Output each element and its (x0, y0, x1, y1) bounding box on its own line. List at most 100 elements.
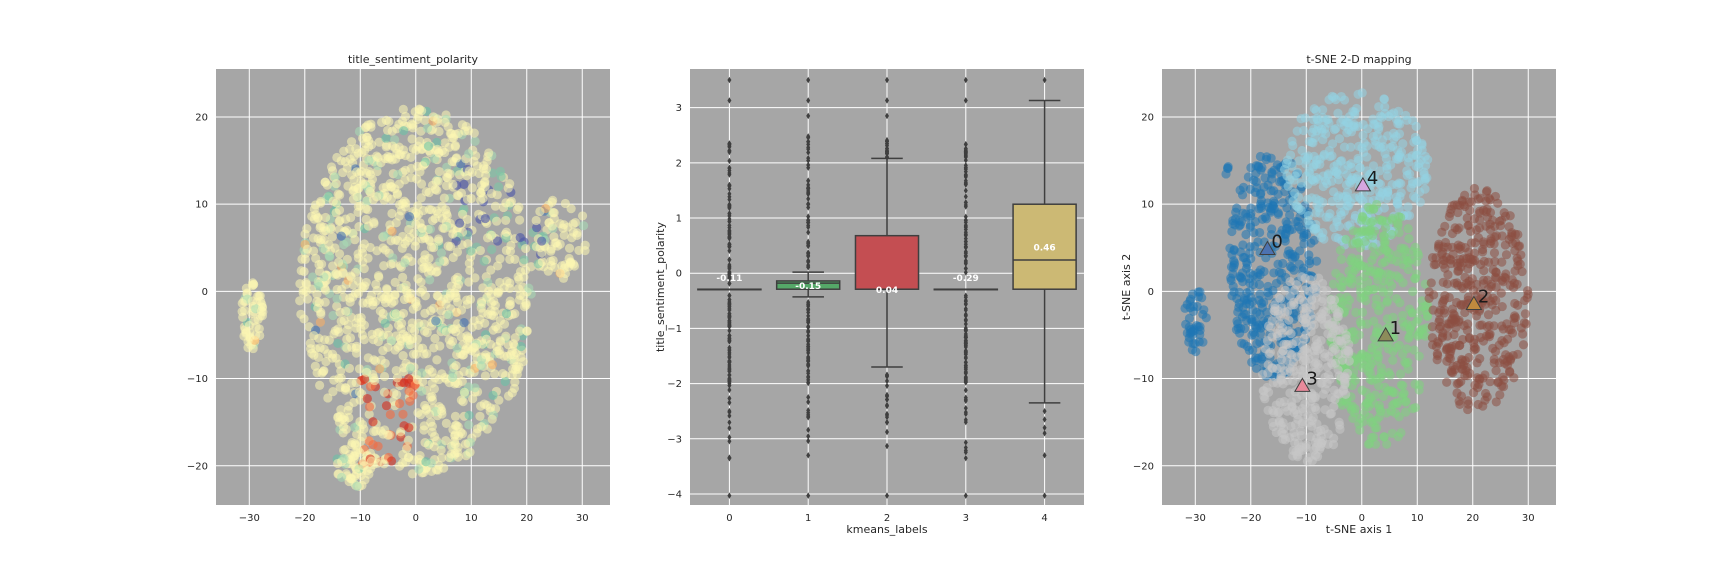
data-point (547, 221, 557, 231)
data-point (1365, 353, 1376, 364)
outlier-marker (806, 200, 811, 208)
outlier-marker (963, 354, 968, 362)
data-point (1373, 124, 1384, 134)
data-point (337, 472, 347, 483)
outlier-marker (963, 418, 968, 426)
data-point (348, 228, 358, 238)
x-tick-label: 2 (884, 513, 890, 524)
data-point (465, 368, 475, 378)
data-point (1398, 278, 1408, 288)
data-point (1491, 397, 1501, 407)
outlier-marker (727, 247, 732, 255)
data-point (1465, 205, 1475, 216)
outlier-marker (1042, 407, 1047, 415)
data-point (302, 244, 312, 254)
data-point (564, 253, 574, 264)
data-point (432, 185, 442, 195)
data-point (1394, 412, 1404, 422)
data-point (1412, 317, 1422, 327)
outlier-marker (727, 292, 732, 299)
data-point (521, 300, 531, 310)
outlier-marker (806, 373, 811, 380)
data-point (1472, 279, 1482, 289)
x-tick-label: 10 (465, 513, 478, 524)
data-point (399, 367, 409, 377)
data-point (1304, 250, 1314, 260)
outlier-marker (727, 419, 732, 426)
data-point (417, 368, 427, 378)
outlier-marker (727, 157, 732, 165)
data-point (350, 288, 361, 298)
x-tick-labels: 0 1 2 3 4 (726, 513, 1048, 524)
x-tick-label: 4 (1041, 513, 1047, 524)
data-point (298, 288, 308, 298)
data-point (1285, 276, 1295, 287)
data-point (412, 334, 422, 344)
data-point (1387, 229, 1397, 240)
data-point (496, 171, 506, 182)
data-point (1311, 256, 1322, 266)
x-tick-label: 30 (576, 513, 589, 524)
data-point (411, 296, 421, 307)
data-point (492, 190, 502, 200)
data-point (328, 387, 338, 397)
data-point (1335, 245, 1346, 255)
data-point (1315, 208, 1325, 218)
data-point (1363, 367, 1374, 377)
data-point (394, 119, 404, 129)
data-point (317, 259, 327, 269)
outlier-marker (727, 228, 732, 235)
data-point (453, 272, 463, 282)
data-point (435, 257, 445, 267)
data-point (1456, 300, 1466, 310)
data-point (1247, 314, 1257, 325)
outlier-marker (806, 149, 811, 156)
data-point (493, 182, 504, 192)
data-point (1383, 344, 1393, 354)
data-point (331, 178, 341, 189)
data-point (1229, 287, 1239, 297)
data-point (430, 431, 440, 442)
data-point (1379, 432, 1389, 442)
data-point (1372, 350, 1382, 360)
data-point (490, 201, 501, 211)
data-point (417, 223, 427, 233)
y-tick-label: −3 (667, 434, 682, 445)
data-point (363, 353, 373, 363)
data-point (1382, 171, 1393, 181)
data-point (414, 464, 424, 474)
data-point (1350, 375, 1360, 386)
data-point (1433, 243, 1444, 253)
data-point (358, 179, 368, 189)
outlier-marker (885, 76, 889, 84)
outlier-marker (806, 189, 811, 196)
data-point (1281, 158, 1292, 169)
data-point (418, 377, 428, 387)
data-point (1255, 337, 1265, 347)
data-point (1239, 339, 1249, 349)
data-point (374, 137, 384, 147)
data-point (379, 231, 389, 241)
data-point (393, 320, 404, 330)
data-point (1322, 178, 1332, 189)
data-point (1316, 431, 1326, 441)
data-point (339, 445, 349, 455)
data-point (344, 412, 354, 423)
data-point (355, 395, 365, 405)
data-point (423, 141, 434, 151)
data-point (383, 151, 393, 162)
outlier-marker (806, 426, 811, 434)
data-point (370, 356, 381, 366)
outlier-marker (806, 452, 811, 459)
data-point (237, 298, 247, 308)
data-point (345, 333, 356, 343)
outlier-marker (885, 382, 889, 389)
mean-label: -0.15 (795, 282, 821, 292)
data-point (416, 193, 426, 203)
outlier-marker (727, 454, 732, 461)
data-point (396, 427, 406, 437)
data-point (1502, 334, 1513, 344)
outlier-marker (806, 437, 811, 445)
data-point (324, 335, 334, 345)
data-point (1341, 234, 1351, 245)
